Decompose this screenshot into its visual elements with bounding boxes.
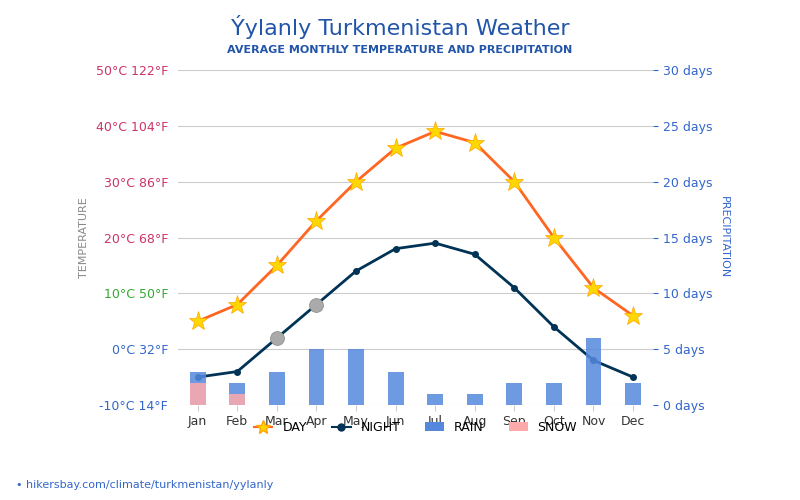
Bar <box>546 382 562 405</box>
Bar <box>269 372 285 405</box>
Bar <box>230 382 245 405</box>
Y-axis label: TEMPERATURE: TEMPERATURE <box>79 197 89 278</box>
Bar <box>230 394 245 405</box>
Legend: DAY, NIGHT, RAIN, SNOW: DAY, NIGHT, RAIN, SNOW <box>249 416 582 439</box>
Bar <box>190 382 206 405</box>
Bar <box>388 372 403 405</box>
Text: • hikersbay.com/climate/turkmenistan/yylanly: • hikersbay.com/climate/turkmenistan/yyl… <box>16 480 274 490</box>
Text: Ýylanly Turkmenistan Weather: Ýylanly Turkmenistan Weather <box>230 15 570 39</box>
Bar <box>190 372 206 405</box>
Y-axis label: PRECIPITATION: PRECIPITATION <box>719 196 729 278</box>
Bar <box>625 382 641 405</box>
Bar <box>427 394 443 405</box>
Bar <box>586 338 602 405</box>
Bar <box>348 349 364 405</box>
Text: AVERAGE MONTHLY TEMPERATURE AND PRECIPITATION: AVERAGE MONTHLY TEMPERATURE AND PRECIPIT… <box>227 45 573 55</box>
Bar <box>467 394 482 405</box>
Bar <box>506 382 522 405</box>
Bar <box>309 349 324 405</box>
